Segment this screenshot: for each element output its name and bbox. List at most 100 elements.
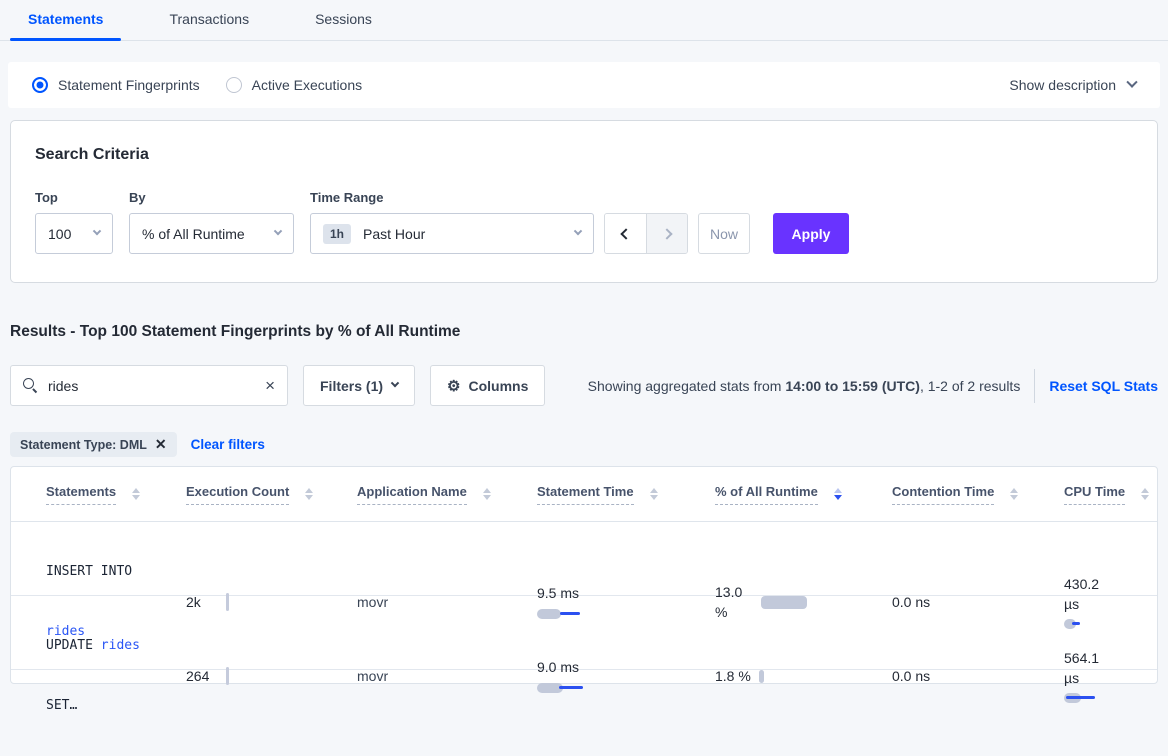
- statement-time-value: 9.0 ms: [537, 658, 580, 675]
- show-description-toggle[interactable]: Show description: [1009, 76, 1138, 93]
- col-label[interactable]: % of All Runtime: [715, 484, 818, 505]
- col-header-cpu-time[interactable]: CPU Time: [1064, 484, 1157, 505]
- results-heading: Results - Top 100 Statement Fingerprints…: [10, 323, 461, 340]
- statement-fingerprint-cell: INSERT INTO rides: [46, 522, 186, 682]
- active-filters-row: Statement Type: DML ✕ Clear filters: [10, 432, 1168, 457]
- col-header-pct-of-all-runtime[interactable]: % of All Runtime: [715, 484, 892, 505]
- tab-statements[interactable]: Statements: [10, 0, 122, 41]
- sort-icon[interactable]: [1010, 488, 1019, 500]
- cpu-time-stddev-line: [1066, 696, 1095, 699]
- filter-pill-statement-type[interactable]: Statement Type: DML ✕: [10, 432, 177, 457]
- sort-icon-active-desc[interactable]: [833, 488, 842, 500]
- chevron-down-icon: [573, 226, 583, 235]
- application-name-cell: movr: [357, 668, 389, 684]
- sort-icon[interactable]: [482, 488, 491, 500]
- pct-runtime-bar: [758, 669, 764, 683]
- cpu-time-cell: 564.1 µs: [1064, 648, 1157, 704]
- showing-prefix: Showing aggregated stats from: [587, 377, 786, 394]
- table-header-row: Statements Execution Count Application N…: [11, 467, 1157, 522]
- execution-count-value: 2k: [186, 594, 201, 610]
- execution-count-cell: 264: [186, 667, 357, 685]
- tab-sessions[interactable]: Sessions: [315, 11, 372, 27]
- pct-runtime-value: 1.8 %: [715, 668, 751, 684]
- apply-button[interactable]: Apply: [773, 213, 849, 254]
- col-header-application-name[interactable]: Application Name: [357, 484, 537, 505]
- results-toolbar: × Filters (1) ⚙ Columns Showing aggregat…: [10, 365, 1158, 406]
- pct-runtime-cell: 13.0 %: [715, 582, 892, 622]
- sort-icon[interactable]: [305, 488, 314, 500]
- sort-icon[interactable]: [132, 488, 141, 500]
- showing-stats-text: Showing aggregated stats from 14:00 to 1…: [588, 378, 1021, 394]
- application-name-cell: movr: [357, 594, 389, 610]
- execution-count-bar: [226, 593, 229, 611]
- col-header-contention-time[interactable]: Contention Time: [892, 484, 1064, 505]
- col-header-execution-count[interactable]: Execution Count: [186, 484, 357, 505]
- top-label: Top: [35, 190, 58, 205]
- next-time-button[interactable]: [646, 214, 687, 253]
- execution-count-bar: [226, 667, 229, 685]
- clear-search-icon[interactable]: ×: [265, 376, 275, 395]
- remove-filter-icon[interactable]: ✕: [154, 436, 167, 452]
- col-label[interactable]: Statements: [46, 484, 117, 505]
- cpu-time-value: 564.1 µs: [1064, 650, 1100, 686]
- pct-runtime-cell: 1.8 %: [715, 666, 892, 686]
- vertical-divider: [1034, 368, 1036, 403]
- cpu-time-bar: [1064, 619, 1076, 629]
- statements-table: Statements Execution Count Application N…: [10, 466, 1158, 713]
- view-toggle-bar: Statement Fingerprints Active Executions…: [8, 62, 1160, 108]
- radio-active-executions[interactable]: Active Executions: [225, 77, 362, 93]
- clear-filters-link[interactable]: Clear filters: [190, 437, 265, 452]
- chevron-down-icon: [390, 378, 400, 387]
- filters-button[interactable]: Filters (1): [303, 365, 416, 406]
- radio-label: Statement Fingerprints: [58, 77, 200, 93]
- by-select[interactable]: % of All Runtime: [129, 213, 294, 254]
- sort-icon[interactable]: [649, 488, 658, 500]
- statement-text: INSERT INTO: [46, 564, 133, 579]
- top-select[interactable]: 100: [35, 213, 113, 254]
- col-label[interactable]: Execution Count: [186, 484, 290, 505]
- table-row[interactable]: INSERT INTO rides 2k movr 9.5 ms 13.0 % …: [11, 522, 1157, 639]
- chevron-down-icon: [1126, 76, 1138, 88]
- showing-suffix: , 1-2 of 2 results: [919, 377, 1021, 394]
- execution-count-value: 264: [186, 668, 210, 684]
- reset-sql-stats-link[interactable]: Reset SQL Stats: [1049, 377, 1158, 394]
- by-field: By % of All Runtime: [129, 190, 294, 254]
- statement-time-cell: 9.5 ms: [537, 585, 715, 620]
- tab-transactions[interactable]: Transactions: [169, 11, 250, 27]
- time-range-value: Past Hour: [363, 225, 426, 242]
- statement-time-bar: [537, 608, 561, 619]
- search-input[interactable]: [48, 377, 266, 394]
- sql-activity-tabs: Statements Transactions Sessions: [0, 0, 1168, 41]
- filter-pill-label: Statement Type: DML: [20, 437, 147, 452]
- statement-time-stddev-line: [559, 685, 583, 689]
- statement-fingerprint-cell: UPDATE rides SET…: [46, 596, 186, 756]
- statement-time-stddev-line: [560, 611, 580, 615]
- col-label[interactable]: CPU Time: [1064, 484, 1126, 505]
- statement-keyword: UPDATE: [46, 638, 101, 653]
- sort-icon[interactable]: [1141, 488, 1150, 500]
- now-button[interactable]: Now: [698, 213, 750, 254]
- statement-link[interactable]: rides: [100, 638, 140, 653]
- previous-time-button[interactable]: [605, 214, 646, 253]
- time-range-select[interactable]: 1h Past Hour: [310, 213, 594, 254]
- search-criteria-title: Search Criteria: [35, 146, 149, 163]
- statement-link[interactable]: rides: [46, 624, 86, 639]
- show-description-label: Show description: [1009, 77, 1116, 93]
- col-label[interactable]: Contention Time: [892, 484, 995, 505]
- time-range-label: Time Range: [310, 190, 384, 205]
- search-icon: [23, 378, 38, 393]
- statement-text: SET…: [46, 698, 78, 713]
- by-label: By: [129, 190, 146, 205]
- radio-statement-fingerprints[interactable]: Statement Fingerprints: [32, 77, 200, 93]
- statement-search-box: ×: [10, 365, 288, 406]
- col-label[interactable]: Statement Time: [537, 484, 634, 505]
- chevron-down-icon: [273, 226, 283, 235]
- execution-count-cell: 2k: [186, 593, 357, 611]
- col-header-statement-time[interactable]: Statement Time: [537, 484, 715, 505]
- search-criteria-card: Search Criteria Top 100 By % of All Runt…: [10, 120, 1158, 283]
- col-header-statements[interactable]: Statements: [46, 484, 186, 505]
- chevron-right-icon: [661, 227, 673, 240]
- col-label[interactable]: Application Name: [357, 484, 467, 505]
- columns-button[interactable]: ⚙ Columns: [430, 365, 546, 406]
- top-field: Top 100: [35, 190, 113, 254]
